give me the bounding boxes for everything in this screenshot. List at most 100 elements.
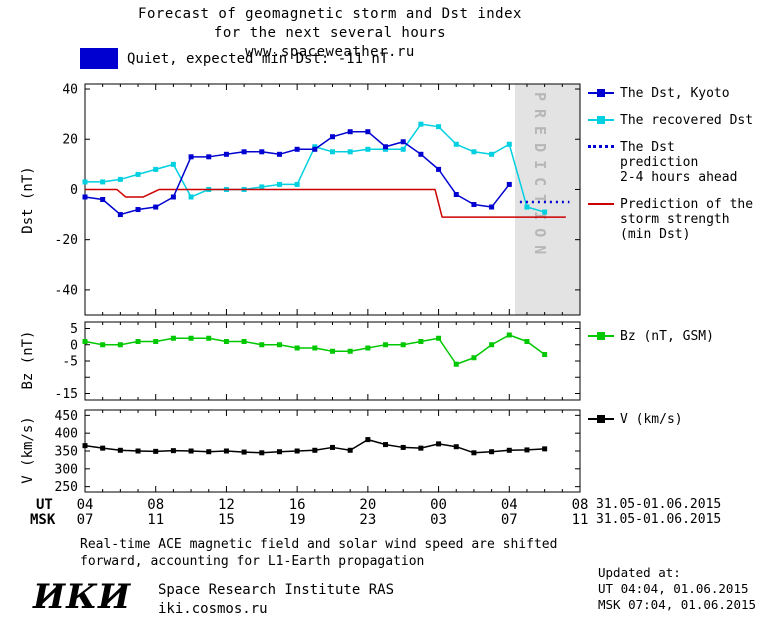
y-tick-label: 450	[55, 409, 78, 424]
series-line	[84, 130, 510, 216]
series-marker	[383, 144, 389, 150]
series-marker	[489, 204, 495, 210]
x-tick-label: 19	[288, 512, 306, 528]
series-marker	[383, 146, 389, 152]
legend-marker-icon	[588, 140, 614, 155]
y-tick-label: 350	[55, 445, 78, 460]
series-marker	[135, 207, 141, 213]
series-marker	[524, 204, 530, 210]
iki-logo: ИКИ	[33, 577, 132, 617]
series-marker	[241, 149, 247, 155]
series-marker	[383, 342, 389, 348]
y-tick-label: -15	[55, 387, 78, 402]
y-tick-label: 250	[55, 480, 78, 495]
series-marker	[82, 339, 88, 344]
series-marker	[347, 447, 353, 453]
series-marker	[153, 448, 159, 454]
series-marker	[259, 342, 265, 348]
x-tick-label: 15	[217, 512, 235, 528]
series-marker	[170, 448, 176, 454]
x-tick-label: 07	[76, 512, 94, 528]
y-tick-label: 40	[62, 83, 78, 98]
series-marker	[135, 171, 141, 177]
ut-date-range: 31.05-01.06.2015	[596, 497, 722, 512]
series-marker	[135, 339, 141, 344]
series-marker	[418, 445, 424, 451]
series-marker	[542, 209, 548, 215]
institute-name: Space Research Institute RAS	[158, 582, 395, 598]
legend-label: The recovered Dst	[620, 113, 754, 128]
legend-marker-icon	[588, 329, 614, 344]
ut-axis-row: UT 04 08 12 16 20 00 04 08 31.05-01.06.2015	[0, 497, 760, 513]
series-marker	[276, 342, 282, 348]
series-marker	[294, 181, 300, 187]
series-marker	[259, 149, 265, 155]
note-line-1: Real-time ACE magnetic field and solar w…	[80, 537, 558, 552]
series-marker	[489, 449, 495, 455]
series-marker	[170, 194, 176, 200]
series-marker	[153, 204, 159, 210]
series-marker	[347, 348, 353, 354]
series-marker	[82, 443, 88, 449]
series-marker	[365, 146, 371, 152]
series-marker	[453, 361, 459, 367]
series-marker	[276, 151, 282, 157]
legend-item: The recovered Dst	[588, 113, 760, 128]
series-marker	[188, 448, 194, 454]
series-marker	[82, 179, 88, 185]
series-marker	[347, 129, 353, 135]
y-tick-label: 300	[55, 462, 78, 477]
series-marker	[471, 355, 477, 361]
storm-status-banner: Quiet, expected min Dst: -11 nT	[80, 48, 388, 69]
institute-site: iki.cosmos.ru	[158, 601, 268, 617]
legend-marker-icon	[588, 86, 614, 101]
series-marker	[312, 146, 318, 152]
msk-date-range: 31.05-01.06.2015	[596, 512, 722, 527]
x-tick-label: 11	[571, 512, 589, 528]
x-tick-label: 04	[500, 497, 518, 513]
series-marker	[489, 342, 495, 348]
series-marker	[188, 335, 194, 341]
legend-label: Bz (nT, GSM)	[620, 329, 714, 344]
x-tick-label: 08	[147, 497, 165, 513]
series-marker	[312, 447, 318, 453]
x-tick-label: 08	[571, 497, 589, 513]
x-tick-label: 23	[359, 512, 377, 528]
x-tick-label: 12	[217, 497, 235, 513]
series-marker	[400, 444, 406, 450]
x-tick-label: 03	[430, 512, 447, 528]
plot-frame	[84, 83, 581, 316]
series-marker	[365, 345, 371, 351]
y-tick-label: 0	[70, 338, 78, 353]
series-marker	[223, 151, 229, 157]
legend-marker-icon	[588, 113, 614, 128]
x-tick-label: 11	[147, 512, 165, 528]
series-marker	[524, 447, 530, 453]
y-tick-label: -5	[62, 355, 78, 370]
series-marker	[365, 129, 371, 135]
series-marker	[418, 339, 424, 344]
series-marker	[82, 194, 88, 200]
dst-chart: 40 20 0 -20 -40	[55, 83, 581, 316]
series-marker	[294, 448, 300, 454]
series-marker	[383, 442, 389, 448]
series-marker	[506, 447, 512, 453]
msk-axis-row: MSK 07 11 15 19 23 03 07 11 31.05-01.06.2015	[0, 512, 760, 528]
legend-item: Bz (nT, GSM)	[588, 329, 760, 344]
series-marker	[241, 339, 247, 344]
legend-label: Prediction of the storm strength (min Dst)	[620, 197, 754, 242]
y-tick-label: 400	[55, 427, 78, 442]
dst-legend: The Dst, Kyoto The recovered Dst The Dst p…	[588, 86, 760, 254]
series-marker	[117, 212, 123, 218]
series-marker	[312, 144, 318, 150]
note-line-2: forward, accounting for L1-Earth propaga…	[80, 554, 425, 569]
prediction-band	[515, 84, 580, 315]
series-marker	[365, 437, 371, 443]
series-marker	[170, 161, 176, 167]
v-chart: 450 400 350 300 250	[55, 409, 581, 495]
prediction-band-label: PREDICTION	[531, 92, 549, 263]
x-tick-label: 07	[500, 512, 518, 528]
site-url: www.spaceweather.ru	[245, 44, 415, 60]
plot-frame	[84, 321, 581, 401]
